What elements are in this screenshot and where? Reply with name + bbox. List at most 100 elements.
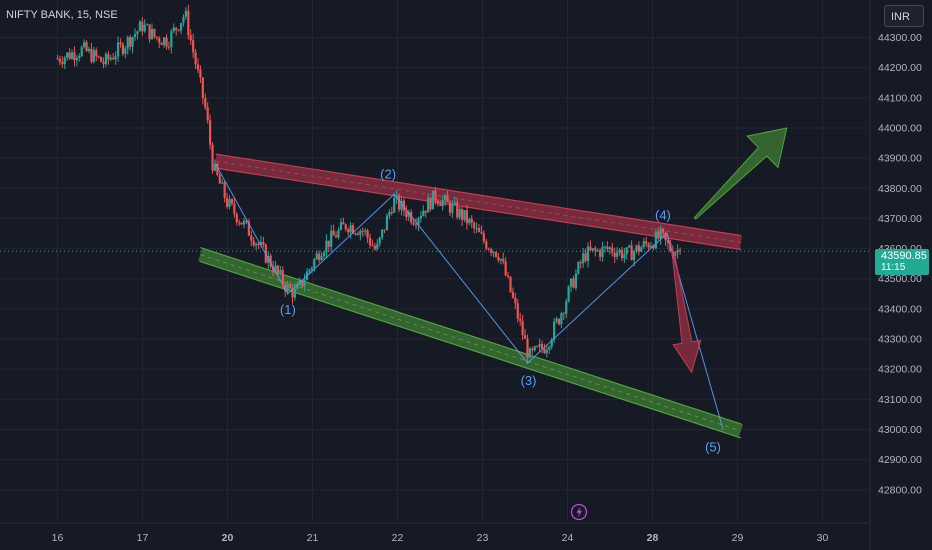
lightning-icon[interactable] xyxy=(570,503,588,521)
price-axis[interactable]: 44300.00 44200.00 44100.00 44000.00 43900.00… xyxy=(878,32,922,496)
candle-up xyxy=(603,246,607,248)
candle-down xyxy=(90,48,93,62)
candle-up xyxy=(632,251,636,261)
candle-up xyxy=(150,28,154,40)
candle-up xyxy=(545,349,548,354)
candle-down xyxy=(523,335,527,339)
candle-down xyxy=(121,44,125,54)
candle-up xyxy=(83,42,86,48)
candle-up xyxy=(114,56,117,60)
wave-label: (5) xyxy=(705,439,721,454)
candle-down xyxy=(288,284,292,289)
candle-up xyxy=(625,247,628,255)
candle-down xyxy=(662,228,665,233)
candle-down xyxy=(366,230,369,238)
candle-up xyxy=(66,52,69,58)
candle-down xyxy=(347,229,350,233)
candle-down xyxy=(218,175,221,184)
candle-up xyxy=(293,289,297,298)
candle-down xyxy=(511,291,515,298)
candle-up xyxy=(303,280,306,287)
candle-down xyxy=(177,29,180,31)
candle-up xyxy=(417,218,420,226)
price-tick-label: 42800.00 xyxy=(878,484,922,496)
candle-down xyxy=(68,52,71,59)
candle-down xyxy=(201,77,204,98)
candle-up xyxy=(349,225,352,233)
candle-down xyxy=(412,222,415,225)
candle-down xyxy=(204,97,207,108)
price-tick-label: 44100.00 xyxy=(878,92,922,104)
candle-down xyxy=(252,240,255,246)
candle-up xyxy=(286,284,289,292)
candle-up xyxy=(628,245,631,248)
candle-up xyxy=(330,230,333,247)
candle-down xyxy=(160,42,163,46)
currency-button[interactable]: INR xyxy=(884,5,924,27)
candle-up xyxy=(451,204,454,213)
candle-down xyxy=(509,276,512,292)
candle-up xyxy=(136,31,139,35)
candle-up xyxy=(574,273,578,288)
candle-down xyxy=(470,218,473,223)
candle-down xyxy=(473,222,476,229)
candle-up xyxy=(400,200,403,210)
candle-down xyxy=(657,231,660,239)
candle-down xyxy=(199,69,202,78)
candle-down xyxy=(536,346,539,348)
candle-up xyxy=(441,199,444,206)
time-tick-label: 21 xyxy=(307,532,319,544)
candle-up xyxy=(569,278,573,287)
candle-down xyxy=(485,241,488,249)
candle-up xyxy=(322,252,326,257)
candle-down xyxy=(235,213,238,223)
resistance-channel-midline xyxy=(215,160,741,244)
price-tick-label: 44000.00 xyxy=(878,122,922,134)
candle-down xyxy=(240,222,243,225)
candle-down xyxy=(318,253,321,261)
support-channel-midline xyxy=(200,254,742,432)
candle-up xyxy=(623,254,626,259)
candle-down xyxy=(652,245,655,249)
candle-up xyxy=(654,231,657,249)
time-tick-label: 22 xyxy=(392,532,404,544)
candle-down xyxy=(230,199,234,204)
candle-down xyxy=(112,57,115,60)
candle-up xyxy=(78,56,81,59)
price-tick-label: 42900.00 xyxy=(878,454,922,466)
support-channel-edge xyxy=(200,247,742,425)
candle-down xyxy=(238,222,241,224)
candle-up xyxy=(70,52,74,59)
candle-down xyxy=(192,40,195,53)
candle-up xyxy=(104,54,108,65)
time-tick-label: 20 xyxy=(222,532,234,544)
candle-down xyxy=(480,232,483,234)
chart-grid xyxy=(0,0,871,550)
candle-up xyxy=(577,262,580,274)
candle-down xyxy=(456,202,459,218)
price-tick-label: 44300.00 xyxy=(878,32,922,44)
candle-up xyxy=(116,42,120,57)
time-axis[interactable]: 16 17 20 21 22 23 24 28 29 30 xyxy=(52,532,829,544)
candle-down xyxy=(448,201,452,213)
time-tick-label: 29 xyxy=(732,532,744,544)
candle-up xyxy=(618,249,621,253)
candle-up xyxy=(242,220,246,225)
candle-up xyxy=(213,163,217,171)
price-tick-label: 43300.00 xyxy=(878,334,922,346)
candle-up xyxy=(674,252,677,256)
bar-countdown: 11:15 xyxy=(881,262,906,273)
candle-up xyxy=(87,48,91,52)
candle-up xyxy=(586,246,590,261)
candle-up xyxy=(591,248,594,251)
symbol-title: NIFTY BANK, 15, NSE xyxy=(6,9,118,21)
candle-up xyxy=(395,195,398,198)
candle-up xyxy=(179,22,183,31)
price-tick-label: 43700.00 xyxy=(878,213,922,225)
candle-down xyxy=(187,10,190,36)
candle-up xyxy=(388,212,391,216)
candle-down xyxy=(521,320,524,336)
bearish-arrow xyxy=(671,250,702,374)
candle-down xyxy=(334,235,338,238)
